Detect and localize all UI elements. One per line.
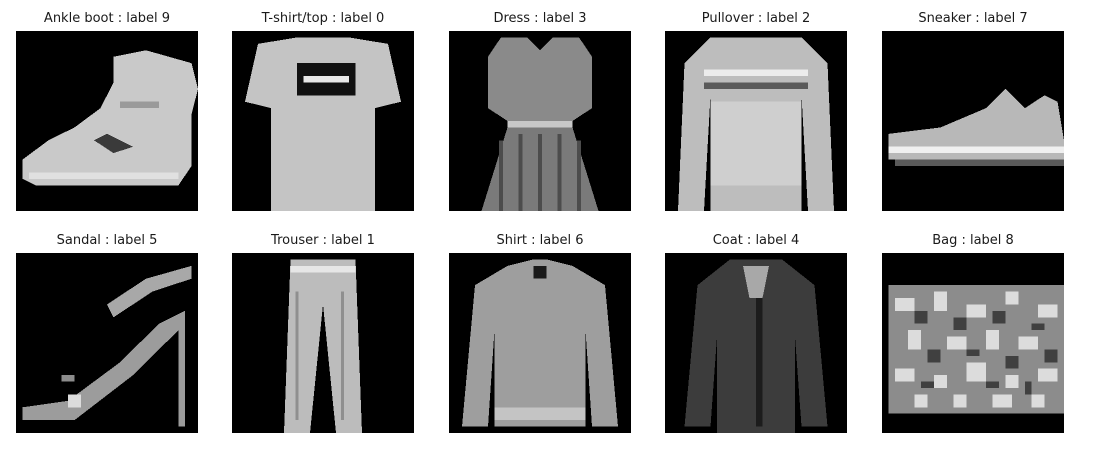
sneaker-image	[882, 31, 1064, 211]
panel-title: Pullover : label 2	[701, 11, 811, 26]
ankle-boot-image	[16, 31, 198, 211]
panel-title: T-shirt/top : label 0	[261, 11, 385, 26]
trouser-image	[232, 253, 414, 433]
bag-image	[882, 253, 1064, 433]
tshirt-top-image	[232, 31, 414, 211]
dress-image	[449, 31, 631, 211]
coat-image	[665, 253, 847, 433]
panel-title: Coat : label 4	[712, 233, 800, 248]
panel-title: Bag : label 8	[932, 233, 1014, 248]
panel-title: Trouser : label 1	[271, 233, 375, 248]
pullover-image	[665, 31, 847, 211]
panel-title: Ankle boot : label 9	[43, 11, 171, 26]
panel-title: Dress : label 3	[493, 11, 587, 26]
panel-title: Sandal : label 5	[56, 233, 158, 248]
shirt-image	[449, 253, 631, 433]
panel-title: Shirt : label 6	[496, 233, 584, 248]
panel-title: Sneaker : label 7	[918, 11, 1028, 26]
sandal-image	[16, 253, 198, 433]
